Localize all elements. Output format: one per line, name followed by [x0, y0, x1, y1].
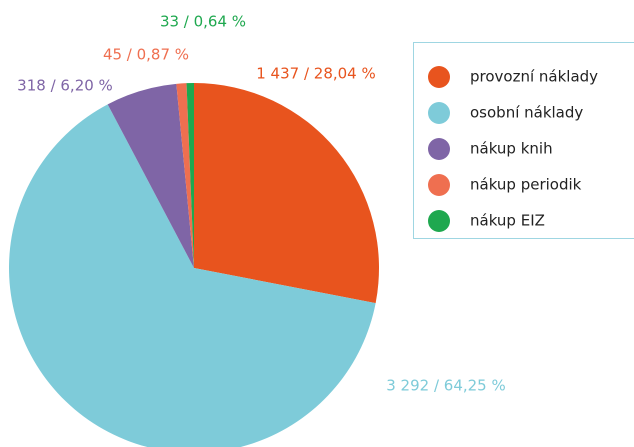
data-label: 45 / 0,87 % — [103, 46, 189, 64]
legend-label: provozní náklady — [470, 68, 598, 86]
pie-slice — [107, 83, 194, 269]
pie-slice — [194, 83, 379, 304]
pie-slice — [186, 83, 194, 268]
legend-marker — [428, 138, 450, 160]
pie-slice — [176, 83, 194, 268]
legend-marker — [428, 174, 450, 196]
legend-marker — [428, 210, 450, 232]
data-label: 3 292 / 64,25 % — [386, 377, 506, 395]
legend-label: nákup EIZ — [470, 212, 545, 230]
legend-label: osobní náklady — [470, 104, 583, 122]
legend-box — [413, 42, 634, 239]
data-label: 1 437 / 28,04 % — [256, 65, 376, 83]
data-label: 318 / 6,20 % — [17, 77, 113, 95]
legend-label: nákup periodik — [470, 176, 582, 194]
pie-slice — [9, 104, 376, 447]
legend-marker — [428, 66, 450, 88]
legend-marker — [428, 102, 450, 124]
legend-label: nákup knih — [470, 140, 553, 158]
data-label: 33 / 0,64 % — [160, 13, 246, 31]
